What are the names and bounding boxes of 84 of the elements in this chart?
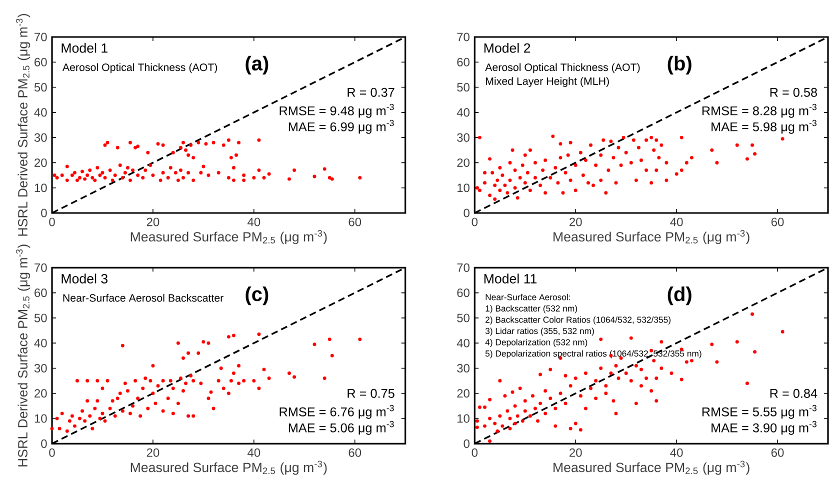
annotation: (a) (246, 56, 268, 74)
y-tick-label: 10 (458, 184, 470, 192)
chart-title: Model 1 (62, 42, 108, 53)
y-tick-label: 40 (456, 338, 470, 348)
y-tick-label: 30 (34, 133, 47, 142)
annotation: 5) Depolarization spectral ratios (1064/532, 532/355 nm) (485, 350, 702, 358)
y-tick-label: 20 (457, 158, 470, 167)
annotation: MAE = 5.98 μg m$^{-3}$ (712, 120, 817, 134)
y-tick-label: 0 (41, 439, 47, 448)
annotation: RMSE = 8.28 μg m$^{-3}$ (702, 104, 817, 118)
x-tick-label: 0 (472, 218, 478, 226)
annotation: MAE = 5.06 μg m$^{-3}$ (288, 420, 394, 435)
y-tick-label: 20 (34, 158, 47, 167)
y-tick-label: 10 (34, 414, 47, 423)
x-tick-label: 40 (248, 218, 260, 226)
y-tick-label: 40 (34, 108, 47, 117)
y-tick-label: 10 (34, 184, 47, 192)
x-tick-label: 20 (570, 218, 582, 226)
y-tick-label: 0 (464, 439, 470, 448)
annotation: RMSE = 5.55 μg m$^{-3}$ (702, 404, 817, 419)
chart-title: Model 3 (62, 274, 108, 284)
y-tick-label: 10 (458, 414, 470, 423)
annotation: 3) Lidar ratios (355, 532 nm) (485, 328, 594, 336)
x-axis-title: Measured Surface PM$_{2.5}$ (μg m$^{-3}$) (554, 230, 750, 244)
annotation: Near-Surface Aerosol Backscatter (63, 294, 224, 302)
y-tick-label: 60 (34, 288, 47, 298)
y-tick-label: 0 (464, 208, 470, 218)
y-tick-label: 20 (34, 389, 47, 398)
y-tick-label: 70 (34, 32, 47, 42)
x-tick-label: 20 (570, 448, 582, 457)
y-tick-label: 70 (457, 32, 470, 42)
x-tick-label: 0 (49, 218, 55, 226)
y-tick-label: 70 (457, 263, 470, 272)
y-tick-label: 50 (34, 83, 47, 92)
y-tick-label: 50 (457, 83, 470, 92)
y-tick-label: 50 (457, 314, 470, 322)
y-axis-title: HSRL Derived Surface PM$_{2.5}$ (μg m$^{-3}$) (16, 244, 30, 466)
y-tick-label: 50 (34, 314, 47, 322)
x-tick-label: 40 (670, 448, 683, 457)
annotation: R = 0.84 (770, 388, 818, 398)
annotation: RMSE = 9.48 μg m$^{-3}$ (280, 104, 394, 118)
y-axis-title: HSRL Derived Surface PM$_{2.5}$ (μg m$^{-3}$) (16, 14, 30, 236)
x-tick-label: 60 (771, 218, 784, 226)
x-axis-title: Measured Surface PM$_{2.5}$ (μg m$^{-3}$) (130, 460, 327, 475)
x-tick-label: 40 (248, 448, 260, 457)
annotation: Mixed Layer Height (MLH) (486, 77, 609, 88)
y-tick-label: 20 (457, 389, 470, 398)
y-tick-label: 30 (457, 133, 470, 142)
y-tick-label: 40 (34, 338, 47, 348)
x-tick-label: 0 (49, 448, 55, 457)
annotation: 1) Backscatter (532 nm) (486, 305, 578, 314)
x-tick-label: 20 (146, 448, 160, 457)
annotation: R = 0.75 (348, 388, 394, 398)
annotation: 4) Depolarization (532 nm) (485, 338, 588, 348)
annotation: Near-Surface Aerosol: (486, 294, 570, 300)
x-tick-label: 60 (771, 448, 784, 457)
y-tick-label: 60 (457, 58, 470, 66)
x-tick-label: 20 (146, 218, 160, 226)
x-axis-title: Measured Surface PM$_{2.5}$ (μg m$^{-3}$) (130, 230, 327, 244)
annotation: RMSE = 6.76 μg m$^{-3}$ (280, 404, 394, 419)
y-tick-label: 30 (457, 364, 470, 372)
x-tick-label: 40 (670, 218, 683, 226)
annotation: R = 0.37 (348, 88, 394, 97)
x-tick-label: 60 (348, 218, 362, 226)
x-tick-label: 60 (348, 448, 362, 457)
annotation: (c) (246, 286, 268, 306)
annotation: (b) (668, 56, 692, 74)
annotation: (d) (668, 286, 692, 306)
x-axis-title: Measured Surface PM$_{2.5}$ (μg m$^{-3}$) (554, 460, 750, 475)
annotation: Aerosol Optical Thickness (AOT) (62, 63, 218, 74)
y-tick-label: 0 (41, 208, 47, 218)
y-tick-label: 60 (34, 58, 47, 66)
x-tick-label: 0 (472, 448, 478, 457)
chart-title: Model 2 (484, 42, 530, 53)
chart-title: Model 11 (484, 274, 537, 284)
y-tick-label: 60 (457, 288, 470, 298)
annotation: MAE = 3.90 μg m$^{-3}$ (712, 420, 817, 435)
annotation: Aerosol Optical Thickness (AOT) (485, 63, 640, 74)
y-tick-label: 70 (34, 263, 47, 272)
annotation: 2) Backscatter Color Ratios (1064/532, 532/355) (486, 316, 670, 325)
y-tick-label: 40 (456, 108, 470, 117)
annotation: MAE = 6.99 μg m$^{-3}$ (288, 120, 394, 134)
y-tick-label: 30 (34, 364, 47, 372)
annotation: R = 0.58 (770, 88, 818, 97)
